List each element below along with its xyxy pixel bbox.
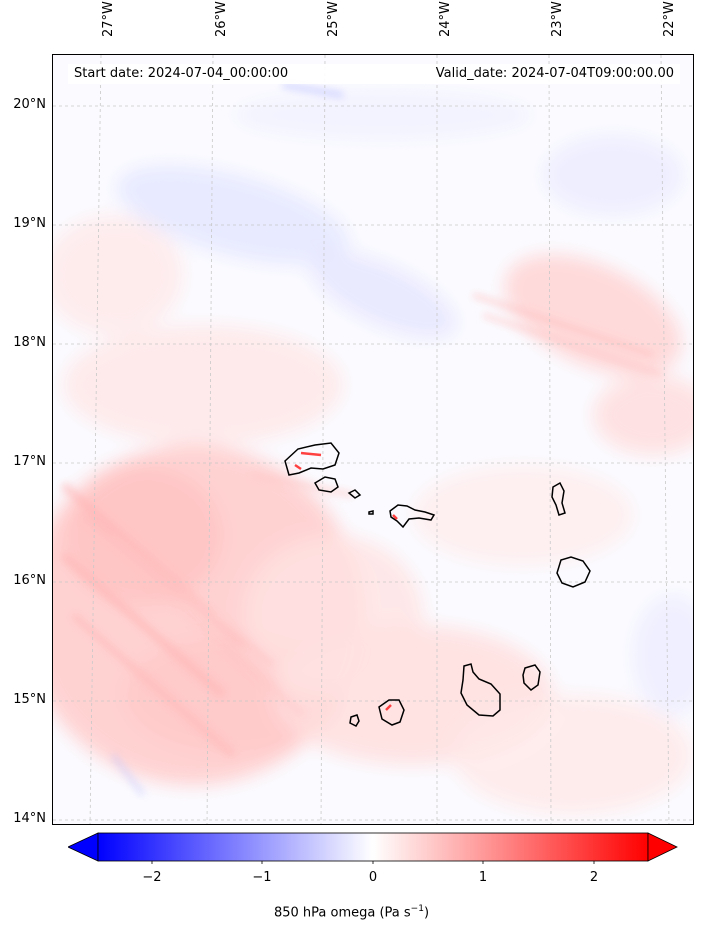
island-maio: [522, 664, 541, 691]
coastlines: [284, 442, 591, 727]
omega-wave-streaks: [60, 83, 664, 797]
colorbar-gradient: [97, 832, 649, 862]
colorbar-tick-0: 0: [368, 870, 378, 885]
island-sao-nicolau: [389, 504, 436, 529]
lat-label-15n: 15°N: [13, 692, 46, 707]
lon-label-22w: 22°W: [662, 1, 677, 37]
date-info-box: Start date: 2024-07-04_00:00:00 Valid_da…: [68, 64, 680, 84]
colorbar-tick-minus1: −1: [252, 870, 272, 885]
lat-label-17n: 17°N: [13, 454, 46, 469]
colorbar: [68, 832, 678, 864]
island-fogo: [378, 699, 405, 726]
valid-date-text: Valid_date: 2024-07-04T09:00:00.00: [435, 66, 674, 81]
island-santa-luzia: [347, 489, 362, 499]
colorbar-low-extend: [68, 832, 99, 862]
start-date-text: Start date: 2024-07-04_00:00:00: [74, 66, 289, 81]
colorbar-high-extend: [647, 832, 678, 862]
lon-label-24w: 24°W: [438, 1, 453, 37]
island-santiago: [460, 663, 501, 717]
island-boa-vista: [556, 556, 591, 588]
omega-field-map: [53, 55, 693, 824]
lat-label-18n: 18°N: [13, 335, 46, 350]
island-santo-antao: [284, 442, 340, 476]
island-sao-vicente: [313, 476, 339, 493]
colorbar-tick-2: 2: [589, 870, 599, 885]
colorbar-label: 850 hPa omega (Pa s−1): [273, 904, 430, 921]
lon-label-27w: 27°W: [101, 1, 116, 37]
colorbar-tick-marks: [151, 861, 595, 864]
lat-label-14n: 14°N: [13, 811, 46, 826]
lat-label-16n: 16°N: [13, 573, 46, 588]
colorbar-tick-minus2: −2: [142, 870, 162, 885]
map-panel[interactable]: [52, 54, 694, 825]
lat-label-20n: 20°N: [13, 97, 46, 112]
island-sal: [551, 481, 566, 516]
colorbar-tick-1: 1: [478, 870, 488, 885]
gridlines: [53, 55, 693, 824]
lat-label-19n: 19°N: [13, 216, 46, 231]
island-razo: [368, 510, 374, 515]
lon-label-23w: 23°W: [550, 1, 565, 37]
lon-label-26w: 26°W: [214, 1, 229, 37]
island-brava: [349, 714, 360, 727]
orographic-hotspots: [294, 451, 398, 711]
lon-label-25w: 25°W: [326, 1, 341, 37]
